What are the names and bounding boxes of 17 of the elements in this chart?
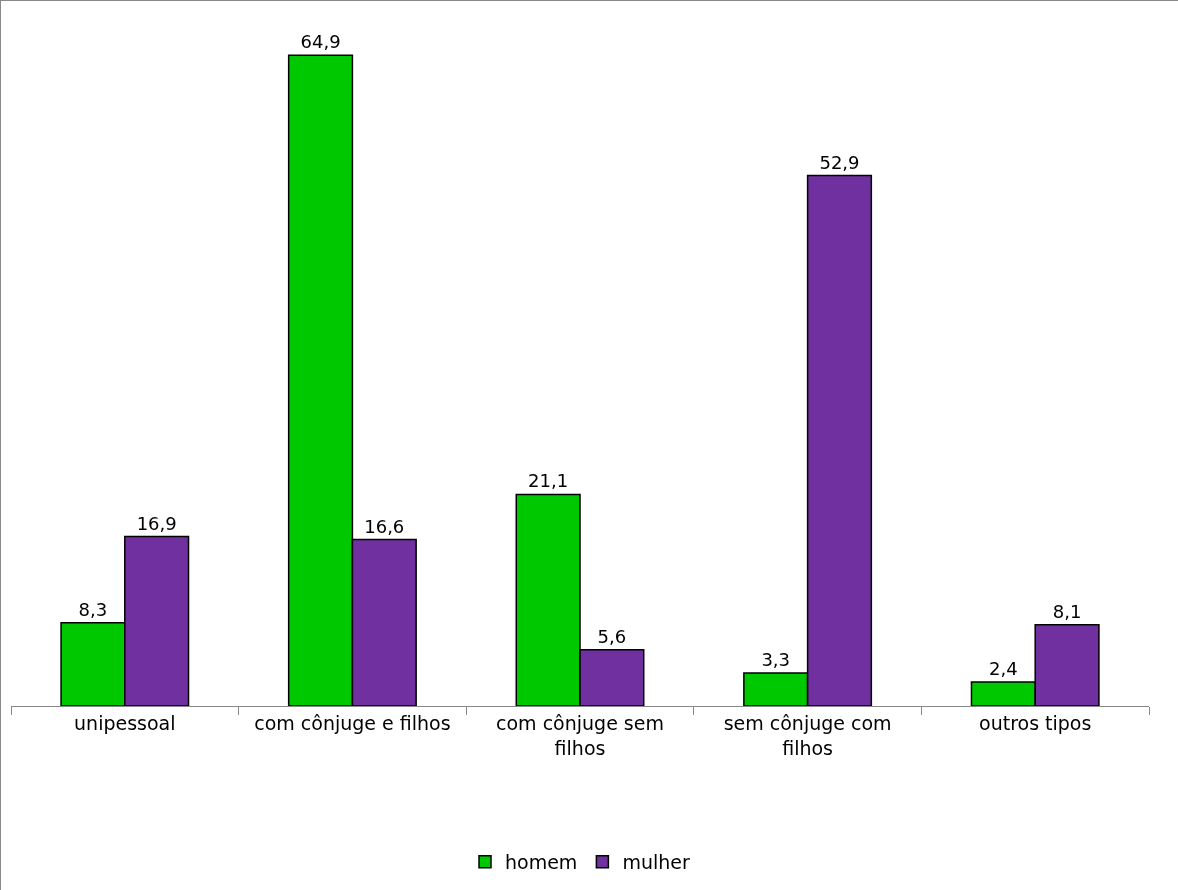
data-label: 52,9: [819, 151, 860, 173]
data-label: 16,9: [136, 512, 177, 534]
data-label: 21,1: [528, 470, 569, 492]
x-tick-label: unipessoal: [74, 711, 176, 734]
x-tick-label: sem cônjuge com filhos: [723, 711, 892, 759]
data-label: 64,9: [300, 31, 341, 53]
data-label: 16,6: [364, 515, 405, 537]
legend-label: mulher: [622, 851, 690, 874]
x-tick-label: com cônjuge e filhos: [254, 711, 451, 734]
data-label: 2,4: [989, 657, 1018, 679]
data-label: 3,3: [761, 648, 791, 670]
x-tick-label: outros tipos: [979, 711, 1092, 734]
data-label: 8,3: [78, 598, 108, 620]
data-label: 5,6: [597, 625, 627, 647]
x-tick-label: com cônjuge sem filhos: [496, 711, 664, 759]
data-label: 8,1: [1052, 600, 1082, 622]
legend-label: homem: [505, 851, 578, 874]
